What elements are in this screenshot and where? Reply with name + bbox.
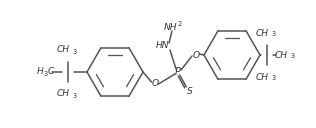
Text: H: H [37,67,44,77]
Text: CH: CH [57,89,70,99]
Text: 3: 3 [291,54,295,60]
Text: 3: 3 [73,93,77,99]
Text: CH: CH [57,45,70,55]
Text: P: P [175,67,181,77]
Text: 3: 3 [272,31,276,38]
Text: HN: HN [156,41,170,51]
Text: CH: CH [256,72,269,82]
Text: 3: 3 [272,76,276,82]
Text: O: O [151,78,159,88]
Text: C: C [47,67,54,77]
Text: 3: 3 [44,71,48,77]
Text: CH: CH [275,51,288,60]
Text: CH: CH [256,29,269,38]
Text: 2: 2 [178,22,182,28]
Text: S: S [187,87,193,95]
Text: 3: 3 [73,49,77,55]
Text: NH: NH [164,23,178,31]
Text: O: O [192,51,200,60]
